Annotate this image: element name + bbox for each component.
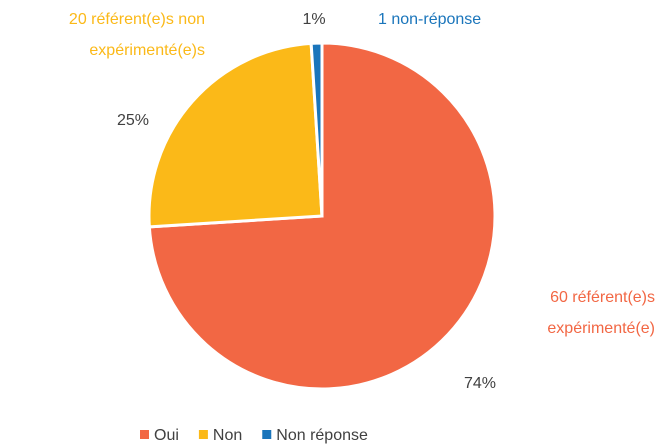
annotation: expérimenté(e) [547,320,655,337]
data-label: 74% [464,375,496,392]
data-label: 25% [117,112,149,129]
annotation: expérimenté(e)s [89,42,205,59]
annotation: 60 référent(e)s [550,289,655,306]
legend-swatch [140,430,149,439]
data-label: 1% [302,11,325,28]
legend-label: Non réponse [276,427,368,444]
legend-label: Non [213,427,242,444]
annotation: 1 non-réponse [378,11,481,28]
legend-label: Oui [154,427,179,444]
pie-slice [147,41,324,229]
annotation: 20 référent(e)s non [69,11,205,28]
legend-swatch [262,430,272,439]
legend-swatch [198,430,208,439]
pie-slice [309,41,324,217]
